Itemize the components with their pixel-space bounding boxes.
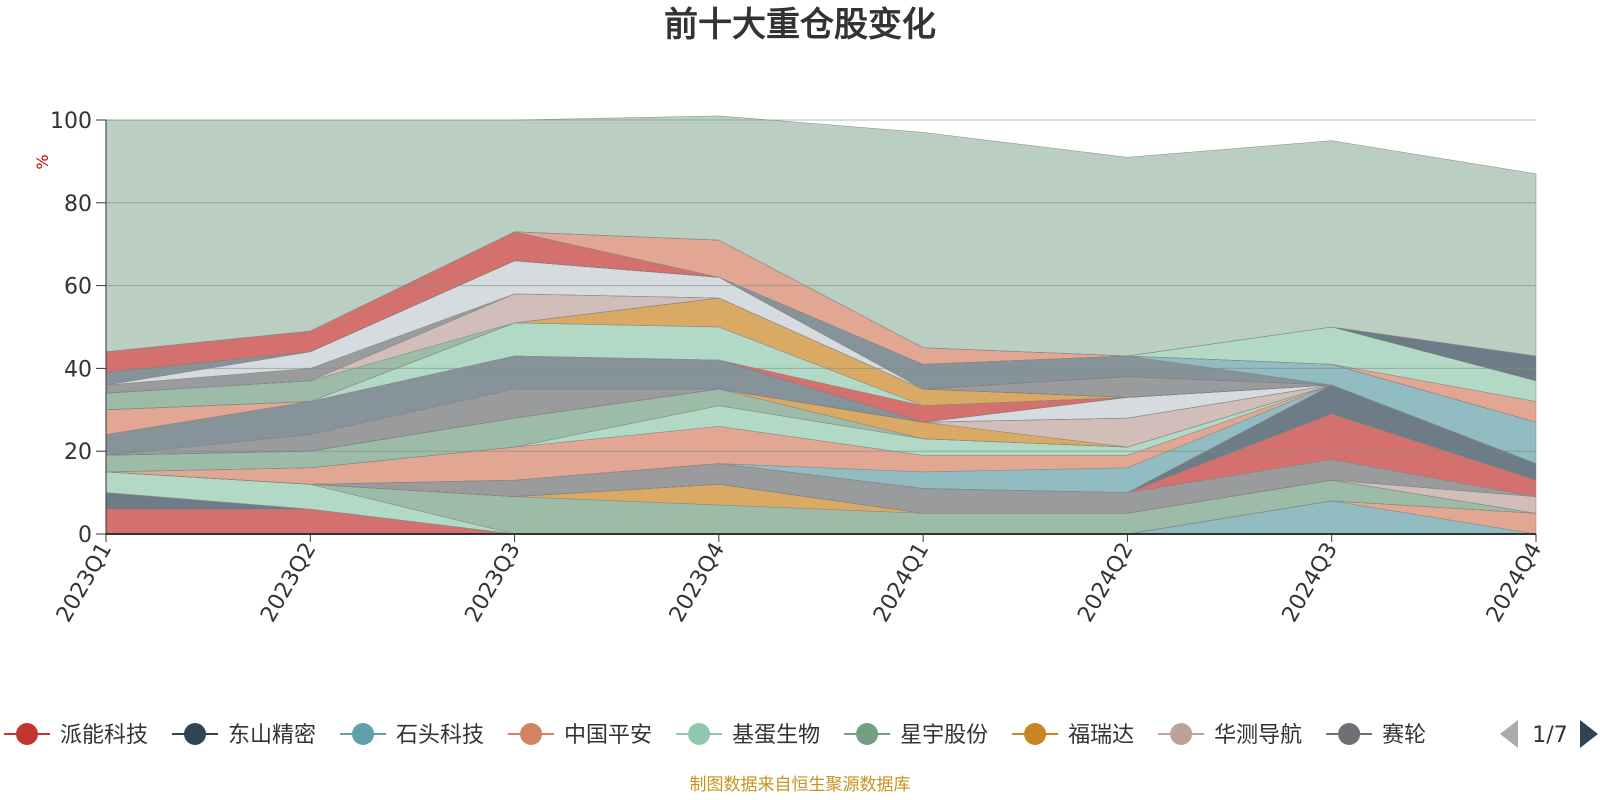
legend: 派能科技 东山精密 石头科技 中国平安 基蛋生物 星宇股份 福瑞达 华测导航 赛轮 1/7	[4, 700, 1598, 760]
legend-marker	[352, 723, 375, 745]
x-tick-label-3: 2023Q4	[665, 539, 730, 627]
legend-marker	[184, 723, 207, 745]
legend-prev-icon[interactable]	[1500, 720, 1518, 748]
plot-areas	[105, 115, 1537, 535]
source-note: 制图数据来自恒生聚源数据库	[690, 775, 911, 795]
y-tick-label-5: 100	[50, 109, 92, 134]
x-tick-label-7: 2024Q4	[1482, 539, 1547, 627]
legend-label: 东山精密	[228, 723, 316, 748]
chart-title: 前十大重仓股变化	[664, 5, 936, 45]
grid-lines	[106, 119, 1536, 452]
x-tick-label-1: 2023Q2	[256, 539, 321, 627]
legend-marker	[16, 723, 38, 745]
legend-item-7[interactable]: 华测导航	[1158, 723, 1302, 748]
y-tick-label-4: 80	[64, 192, 92, 217]
legend-item-8[interactable]: 赛轮	[1326, 723, 1426, 748]
legend-item-5[interactable]: 星宇股份	[844, 723, 988, 748]
x-tick-label-5: 2024Q2	[1073, 539, 1138, 627]
x-tick-label-6: 2024Q3	[1278, 539, 1343, 627]
legend-label: 星宇股份	[900, 723, 988, 748]
y-tick-label-2: 40	[64, 357, 92, 382]
legend-clip-mask	[1478, 700, 1502, 760]
legend-marker	[520, 723, 543, 745]
legend-marker	[1024, 723, 1047, 745]
x-tick-label-0: 2023Q1	[52, 539, 117, 627]
legend-label: 福瑞达	[1068, 723, 1134, 748]
legend-item-3[interactable]: 中国平安	[508, 723, 652, 748]
legend-item-4[interactable]: 基蛋生物	[676, 723, 820, 748]
legend-label: 赛轮	[1382, 723, 1426, 748]
legend-marker	[688, 723, 711, 745]
legend-marker	[1170, 723, 1193, 745]
legend-marker	[1338, 723, 1361, 745]
legend-label: 石头科技	[396, 723, 484, 748]
legend-marker	[856, 723, 879, 745]
legend-item-2[interactable]: 石头科技	[340, 723, 484, 748]
y-axis-label: %	[33, 154, 52, 169]
y-tick-label-1: 20	[64, 440, 92, 465]
legend-item-0[interactable]: 派能科技	[4, 723, 148, 748]
y-tick-label-3: 60	[64, 275, 92, 300]
legend-item-6[interactable]: 福瑞达	[1012, 723, 1134, 748]
x-tick-label-4: 2024Q1	[869, 539, 934, 627]
area-series-34	[105, 115, 1537, 357]
legend-label: 中国平安	[564, 723, 652, 748]
legend-next-icon[interactable]	[1580, 720, 1598, 748]
y-tick-label-0: 0	[78, 523, 92, 548]
legend-label: 派能科技	[60, 723, 148, 748]
x-tick-label-2: 2023Q3	[460, 539, 525, 627]
legend-label: 基蛋生物	[732, 723, 820, 748]
legend-item-1[interactable]: 东山精密	[172, 723, 316, 748]
legend-label: 华测导航	[1214, 723, 1302, 748]
legend-page-indicator: 1/7	[1532, 723, 1567, 748]
